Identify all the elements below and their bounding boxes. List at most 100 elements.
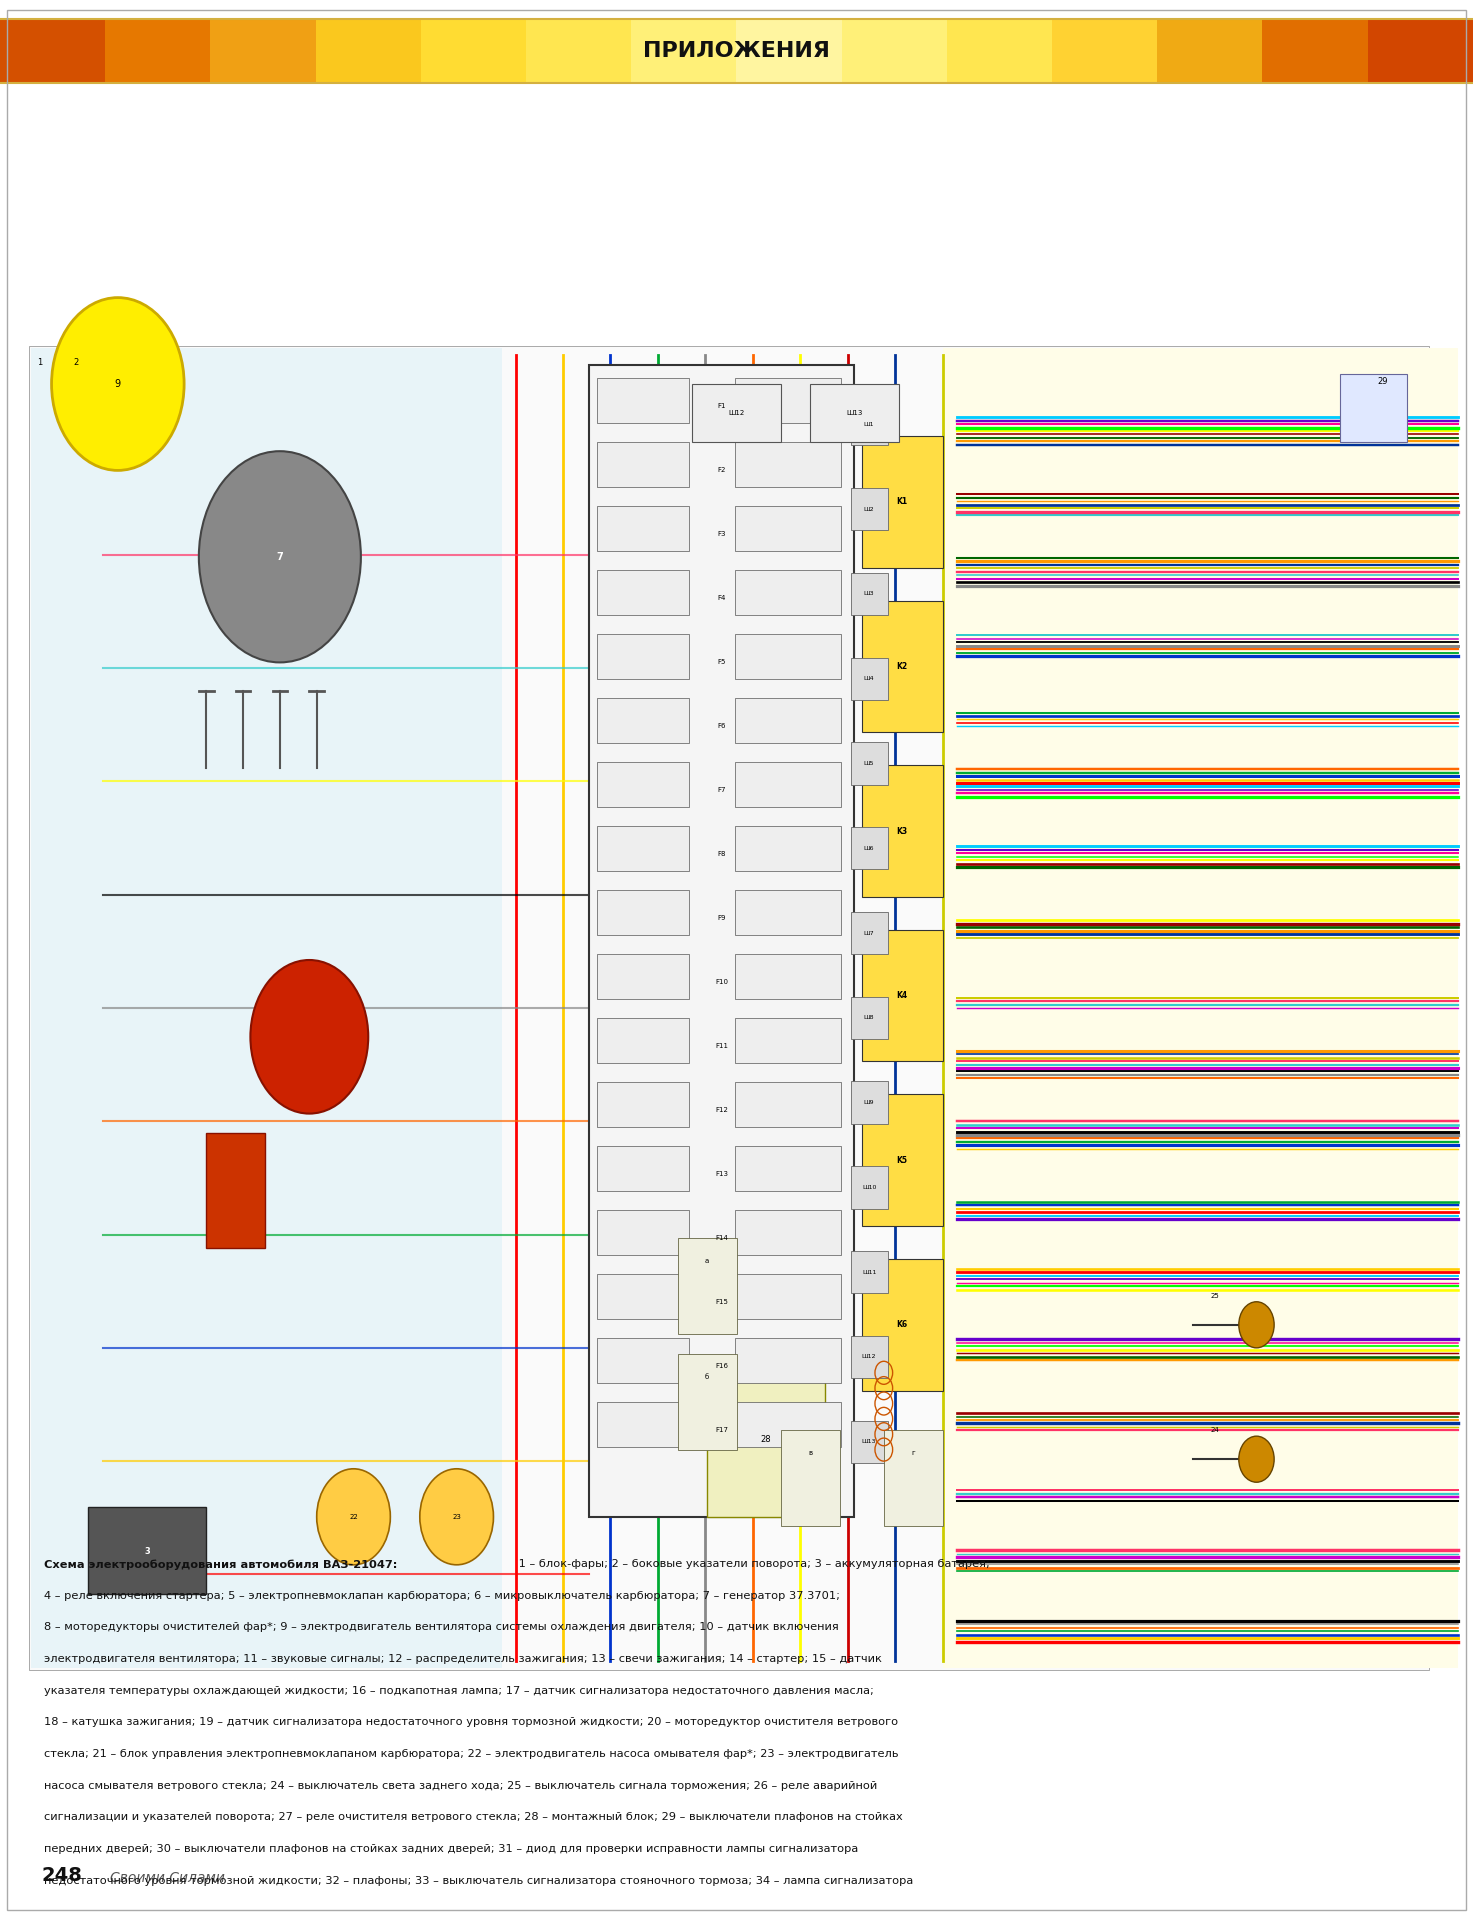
Bar xyxy=(597,1275,689,1319)
Text: недостаточного уровня тормозной жидкости; 32 – плафоны; 33 – выключатель сигнали: недостаточного уровня тормозной жидкости… xyxy=(44,1876,913,1885)
Circle shape xyxy=(1239,1436,1274,1482)
Text: F15: F15 xyxy=(716,1300,728,1306)
Text: F13: F13 xyxy=(716,1171,728,1177)
Bar xyxy=(735,1338,841,1382)
Bar xyxy=(735,1083,841,1127)
Text: F17: F17 xyxy=(716,1427,728,1434)
Bar xyxy=(735,634,841,680)
Text: Ш6: Ш6 xyxy=(863,845,875,851)
Text: K3: K3 xyxy=(896,828,907,835)
Text: K1: K1 xyxy=(896,497,907,507)
Bar xyxy=(810,384,899,442)
Bar xyxy=(851,912,888,954)
Bar xyxy=(735,1275,841,1319)
Text: F7: F7 xyxy=(717,787,726,793)
Text: 7: 7 xyxy=(277,551,283,563)
Text: F8: F8 xyxy=(717,851,726,858)
Bar xyxy=(851,1165,888,1208)
Text: б: б xyxy=(706,1373,709,1380)
Text: сигнализации и указателей поворота; 27 – реле очистителя ветрового стекла; 28 – : сигнализации и указателей поворота; 27 –… xyxy=(44,1812,903,1822)
Text: F5: F5 xyxy=(717,659,726,666)
Circle shape xyxy=(317,1469,390,1565)
Text: 25: 25 xyxy=(1211,1292,1220,1300)
Bar xyxy=(597,826,689,872)
Bar xyxy=(735,1018,841,1064)
Bar xyxy=(735,1402,841,1448)
Text: F4: F4 xyxy=(717,595,726,601)
Bar xyxy=(735,378,841,422)
Bar xyxy=(597,954,689,998)
Bar xyxy=(851,488,888,530)
Text: F3: F3 xyxy=(717,532,726,538)
Text: 248: 248 xyxy=(41,1866,82,1885)
Text: Ш8: Ш8 xyxy=(863,1016,875,1020)
Text: передних дверей; 30 – выключатели плафонов на стойках задних дверей; 31 – диод д: передних дверей; 30 – выключатели плафон… xyxy=(44,1843,859,1855)
Bar xyxy=(862,766,943,897)
Bar xyxy=(862,929,943,1062)
Bar xyxy=(851,1252,888,1294)
Text: 18 – катушка зажигания; 19 – датчик сигнализатора недостаточного уровня тормозно: 18 – катушка зажигания; 19 – датчик сигн… xyxy=(44,1716,899,1728)
Bar xyxy=(29,346,1429,1670)
Text: F9: F9 xyxy=(717,916,726,922)
Text: Ш4: Ш4 xyxy=(863,676,875,682)
Text: 23: 23 xyxy=(452,1513,461,1521)
Bar xyxy=(862,436,943,568)
Bar xyxy=(597,762,689,806)
Bar xyxy=(597,1338,689,1382)
Text: 24: 24 xyxy=(1211,1427,1220,1434)
Bar xyxy=(597,507,689,551)
Bar xyxy=(735,507,841,551)
Bar xyxy=(707,1363,825,1517)
Text: Ш10: Ш10 xyxy=(862,1185,876,1190)
Text: 28: 28 xyxy=(760,1436,772,1444)
Text: Ш2: Ш2 xyxy=(863,507,875,511)
Bar xyxy=(884,1430,943,1526)
Text: F10: F10 xyxy=(716,979,728,985)
Text: стекла; 21 – блок управления электропневмоклапаном карбюратора; 22 – электродвиг: стекла; 21 – блок управления электропнев… xyxy=(44,1749,899,1759)
Text: 29: 29 xyxy=(1377,376,1388,386)
Text: электродвигателя вентилятора; 11 – звуковые сигналы; 12 – распределитель зажиган: электродвигателя вентилятора; 11 – звуко… xyxy=(44,1653,882,1665)
Text: 1 – блок-фары; 2 – боковые указатели поворота; 3 – аккумуляторная батарея;: 1 – блок-фары; 2 – боковые указатели пов… xyxy=(516,1559,990,1569)
Circle shape xyxy=(420,1469,493,1565)
Bar xyxy=(851,657,888,699)
Text: насоса смывателя ветрового стекла; 24 – выключатель света заднего хода; 25 – вык: насоса смывателя ветрового стекла; 24 – … xyxy=(44,1782,878,1791)
Text: а: а xyxy=(706,1258,709,1265)
Text: F12: F12 xyxy=(716,1108,728,1114)
Bar xyxy=(851,1336,888,1379)
Text: K4: K4 xyxy=(896,991,907,1000)
Text: K2: K2 xyxy=(896,662,907,670)
Bar xyxy=(597,442,689,488)
Text: Ш11: Ш11 xyxy=(862,1269,876,1275)
Bar xyxy=(851,1421,888,1463)
Bar xyxy=(735,570,841,614)
Bar xyxy=(735,1210,841,1256)
Bar xyxy=(589,365,854,1517)
Bar xyxy=(851,828,888,870)
Bar xyxy=(862,1260,943,1390)
Bar xyxy=(862,1094,943,1227)
Text: ПРИЛОЖЕНИЯ: ПРИЛОЖЕНИЯ xyxy=(644,40,829,61)
Text: Ш7: Ш7 xyxy=(863,931,875,935)
Text: 2: 2 xyxy=(74,357,80,367)
Text: 8 – моторедукторы очистителей фар*; 9 – электродвигатель вентилятора системы охл: 8 – моторедукторы очистителей фар*; 9 – … xyxy=(44,1622,840,1632)
Text: Ш13: Ш13 xyxy=(862,1440,876,1444)
Text: 1: 1 xyxy=(37,357,43,367)
Text: Ш3: Ш3 xyxy=(863,591,875,597)
Bar xyxy=(597,570,689,614)
Text: Ш12: Ш12 xyxy=(862,1354,876,1359)
Text: F14: F14 xyxy=(716,1235,728,1242)
Bar xyxy=(851,403,888,445)
Bar xyxy=(88,1507,206,1594)
Bar xyxy=(735,954,841,998)
Text: F1: F1 xyxy=(717,403,726,409)
Bar xyxy=(851,1081,888,1123)
Bar xyxy=(943,348,1458,1668)
Circle shape xyxy=(199,451,361,662)
Bar xyxy=(597,1083,689,1127)
Text: Своими Силами: Своими Силами xyxy=(110,1872,225,1885)
Circle shape xyxy=(250,960,368,1114)
Bar xyxy=(851,572,888,614)
Text: Ш5: Ш5 xyxy=(863,760,875,766)
Bar xyxy=(597,1146,689,1190)
Text: F16: F16 xyxy=(716,1363,728,1369)
